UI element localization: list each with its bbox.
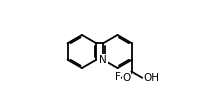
- Text: F: F: [115, 72, 121, 82]
- Text: O: O: [122, 73, 131, 83]
- Text: OH: OH: [143, 73, 159, 83]
- Text: N: N: [99, 55, 107, 65]
